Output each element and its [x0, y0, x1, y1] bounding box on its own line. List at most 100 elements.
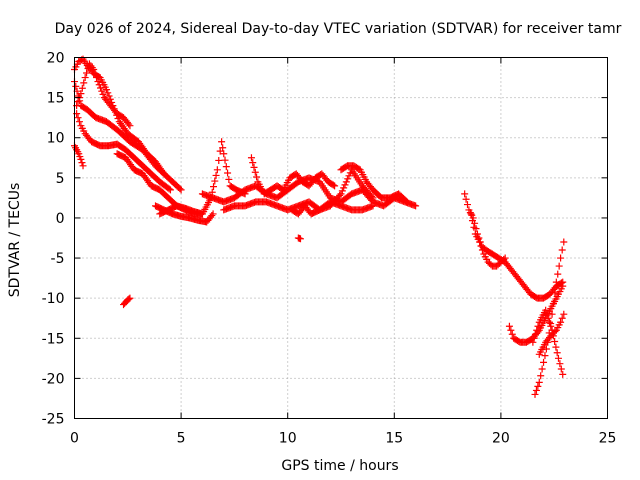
data-point	[558, 314, 566, 322]
y-tick-label: 0	[56, 211, 65, 227]
data-point	[341, 181, 349, 189]
x-tick-label: 0	[70, 431, 79, 447]
data-point	[559, 370, 567, 378]
data-point	[215, 156, 223, 164]
data-point	[549, 300, 557, 308]
data-point	[74, 114, 82, 122]
data-point	[91, 70, 99, 78]
series-track-l	[288, 198, 377, 218]
data-point	[534, 322, 542, 330]
data-point	[369, 202, 377, 210]
data-point	[556, 360, 564, 368]
data-point	[557, 254, 565, 262]
axis-ticks	[74, 57, 608, 419]
data-point	[558, 246, 566, 254]
series-track-n	[120, 294, 134, 309]
data-point	[102, 86, 110, 94]
y-axis-title: SDTVAR / TECUs	[7, 183, 23, 298]
data-point	[79, 162, 87, 170]
data-point	[212, 171, 220, 179]
data-point	[557, 365, 565, 373]
x-tick-label: 20	[492, 431, 510, 447]
data-point	[222, 163, 230, 171]
data-point	[224, 169, 232, 177]
data-point	[551, 337, 559, 345]
series-track-g	[156, 138, 249, 218]
data-point	[219, 144, 227, 152]
tick-labels: 0 5 10 15 20 25 -25 -20 -15 -10 -5 0 5 10 15 20	[42, 51, 617, 447]
data-point	[166, 186, 174, 194]
data-point	[210, 183, 218, 191]
data-point	[177, 186, 185, 194]
series-track-i	[198, 174, 420, 210]
data-point	[555, 262, 563, 270]
data-point	[507, 326, 515, 334]
series-track-b	[71, 78, 185, 194]
data-point	[72, 82, 80, 90]
series-track-u	[535, 310, 568, 358]
data-point	[463, 201, 471, 209]
data-point	[532, 386, 540, 394]
data-point	[531, 390, 539, 398]
data-point	[554, 354, 562, 362]
data-point	[83, 69, 91, 77]
y-tick-label: -15	[42, 331, 65, 347]
data-point	[402, 197, 410, 205]
data-point	[78, 159, 86, 167]
data-point	[505, 322, 513, 330]
series-track-k	[247, 154, 339, 198]
data-point	[165, 185, 173, 193]
y-tick-label: 10	[47, 131, 65, 147]
y-tick-label: -10	[42, 291, 65, 307]
data-point	[99, 90, 107, 98]
grid-lines	[74, 57, 608, 419]
chart-title: Day 026 of 2024, Sidereal Day-to-day VTE…	[55, 21, 622, 37]
data-point	[546, 318, 554, 326]
data-point	[470, 223, 478, 231]
data-point	[557, 318, 565, 326]
data-point	[553, 349, 561, 357]
data-point	[211, 177, 219, 185]
data-point	[552, 278, 560, 286]
data-point	[345, 172, 353, 180]
data-point	[369, 194, 377, 202]
y-tick-label: -20	[42, 371, 65, 387]
data-point	[403, 198, 411, 206]
series-track-s	[531, 238, 568, 398]
data-point	[95, 81, 103, 89]
data-point	[98, 87, 106, 95]
series-track-t	[529, 306, 567, 378]
data-point	[461, 190, 469, 198]
data-point	[368, 192, 376, 200]
data-point	[125, 120, 133, 128]
data-point	[541, 352, 549, 360]
y-tick-label: 15	[47, 91, 65, 107]
data-point	[462, 195, 470, 203]
data-point	[77, 90, 85, 98]
x-tick-label: 5	[177, 431, 186, 447]
data-point	[551, 328, 559, 336]
data-point	[225, 175, 233, 183]
series-track-m	[337, 162, 411, 206]
data-point	[97, 84, 105, 92]
y-tick-label: -5	[51, 251, 65, 267]
data-point	[209, 210, 217, 218]
data-point	[547, 322, 555, 330]
data-point	[104, 89, 112, 97]
data-point	[340, 184, 348, 192]
data-point	[530, 334, 538, 342]
data-point	[552, 343, 560, 351]
y-tick-label: -25	[42, 412, 65, 428]
x-tick-label: 25	[599, 431, 617, 447]
data-point	[500, 255, 508, 263]
data-point	[544, 314, 552, 322]
data-point	[538, 365, 546, 373]
data-point	[559, 282, 567, 290]
data-point	[344, 175, 352, 183]
series-track-d	[71, 142, 87, 170]
x-tick-label: 10	[279, 431, 297, 447]
data-point	[218, 138, 226, 146]
data-point	[467, 210, 475, 218]
data-point	[557, 279, 565, 287]
